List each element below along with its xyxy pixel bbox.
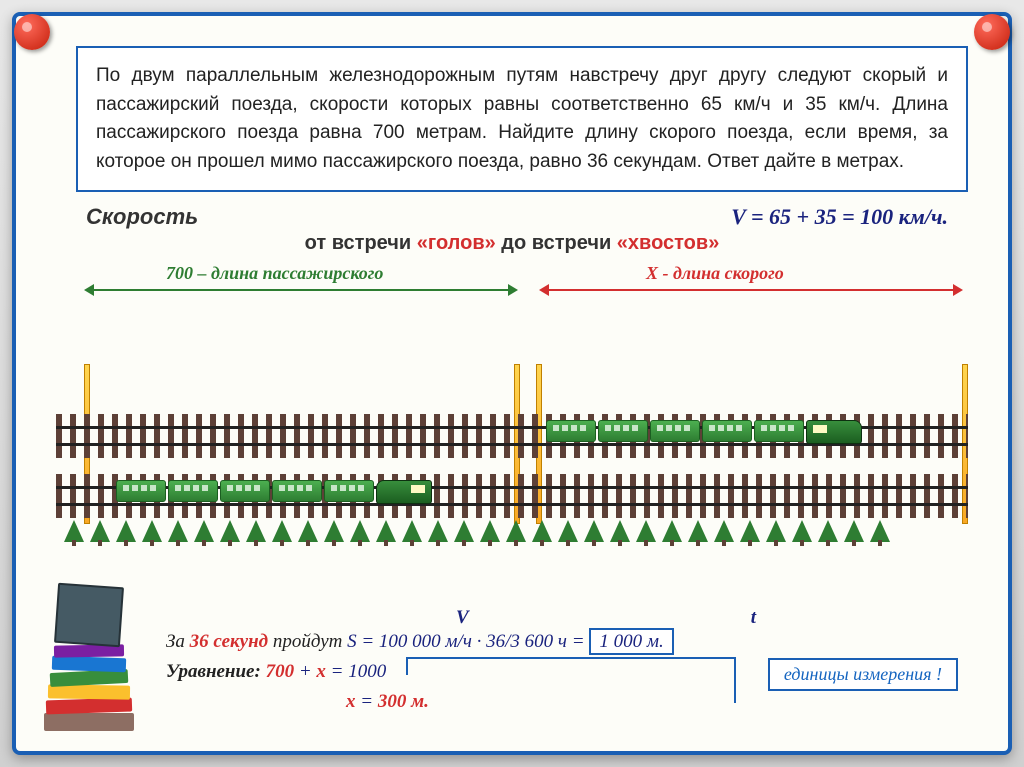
- tree-icon: [220, 520, 240, 542]
- tree-icon: [194, 520, 214, 542]
- arrow-labels-row: 700 – длина пассажирского X - длина скор…: [86, 267, 958, 301]
- tree-icon: [116, 520, 136, 542]
- tree-icon: [428, 520, 448, 542]
- express-length-label: X - длина скорого: [646, 263, 784, 284]
- train-car-icon: [650, 420, 700, 442]
- train-car-icon: [598, 420, 648, 442]
- tree-icon: [610, 520, 630, 542]
- calc-line-3: x = 300 м.: [166, 691, 958, 713]
- pushpin-left: [14, 14, 50, 50]
- red-arrow: [541, 289, 961, 291]
- train-car-icon: [272, 480, 322, 502]
- tree-icon: [740, 520, 760, 542]
- train-car-icon: [168, 480, 218, 502]
- train-car-icon: [702, 420, 752, 442]
- tree-icon: [792, 520, 812, 542]
- green-arrow: [86, 289, 516, 291]
- locomotive-icon: [806, 420, 862, 444]
- tree-icon: [402, 520, 422, 542]
- slide-frame: По двум параллельным железнодорожным пут…: [12, 12, 1012, 755]
- books-stack-icon: [38, 611, 148, 731]
- tree-icon: [168, 520, 188, 542]
- tree-icon: [844, 520, 864, 542]
- subtitle: от встречи «голов» до встречи «хвостов»: [16, 232, 1008, 255]
- train-car-icon: [116, 480, 166, 502]
- tree-icon: [64, 520, 84, 542]
- vt-labels: V t: [456, 607, 756, 629]
- trees-row: [56, 520, 968, 550]
- tree-icon: [688, 520, 708, 542]
- train-car-icon: [546, 420, 596, 442]
- tree-icon: [272, 520, 292, 542]
- express-train: [546, 420, 862, 446]
- tree-icon: [324, 520, 344, 542]
- tree-icon: [766, 520, 786, 542]
- train-car-icon: [754, 420, 804, 442]
- pushpin-right: [974, 14, 1010, 50]
- passenger-train: [116, 480, 432, 506]
- connector-line: [734, 673, 736, 703]
- tree-icon: [558, 520, 578, 542]
- speed-equation: V = 65 + 35 = 100 км/ч.: [731, 204, 948, 230]
- tree-icon: [714, 520, 734, 542]
- tree-icon: [532, 520, 552, 542]
- tree-icon: [246, 520, 266, 542]
- tree-icon: [480, 520, 500, 542]
- tree-icon: [818, 520, 838, 542]
- tree-icon: [584, 520, 604, 542]
- speed-label: Скорость: [86, 204, 198, 230]
- tree-icon: [506, 520, 526, 542]
- passenger-length-label: 700 – длина пассажирского: [166, 263, 383, 284]
- tree-icon: [636, 520, 656, 542]
- units-note: единицы измерения !: [768, 658, 958, 691]
- locomotive-icon: [376, 480, 432, 504]
- tree-icon: [662, 520, 682, 542]
- rail-diagram: [56, 414, 968, 554]
- tree-icon: [376, 520, 396, 542]
- tree-icon: [870, 520, 890, 542]
- problem-statement: По двум параллельным железнодорожным пут…: [76, 46, 968, 192]
- connector-line: [406, 657, 736, 675]
- train-car-icon: [324, 480, 374, 502]
- calc-line-1: За 36 секунд пройдут S = 100 000 м/ч · 3…: [166, 631, 958, 653]
- tree-icon: [350, 520, 370, 542]
- tree-icon: [454, 520, 474, 542]
- tree-icon: [298, 520, 318, 542]
- speed-row: Скорость V = 65 + 35 = 100 км/ч.: [86, 204, 948, 230]
- train-car-icon: [220, 480, 270, 502]
- tree-icon: [142, 520, 162, 542]
- tree-icon: [90, 520, 110, 542]
- distance-result: 1 000 м.: [589, 628, 673, 655]
- calculation-area: V t За 36 секунд пройдут S = 100 000 м/ч…: [166, 631, 958, 721]
